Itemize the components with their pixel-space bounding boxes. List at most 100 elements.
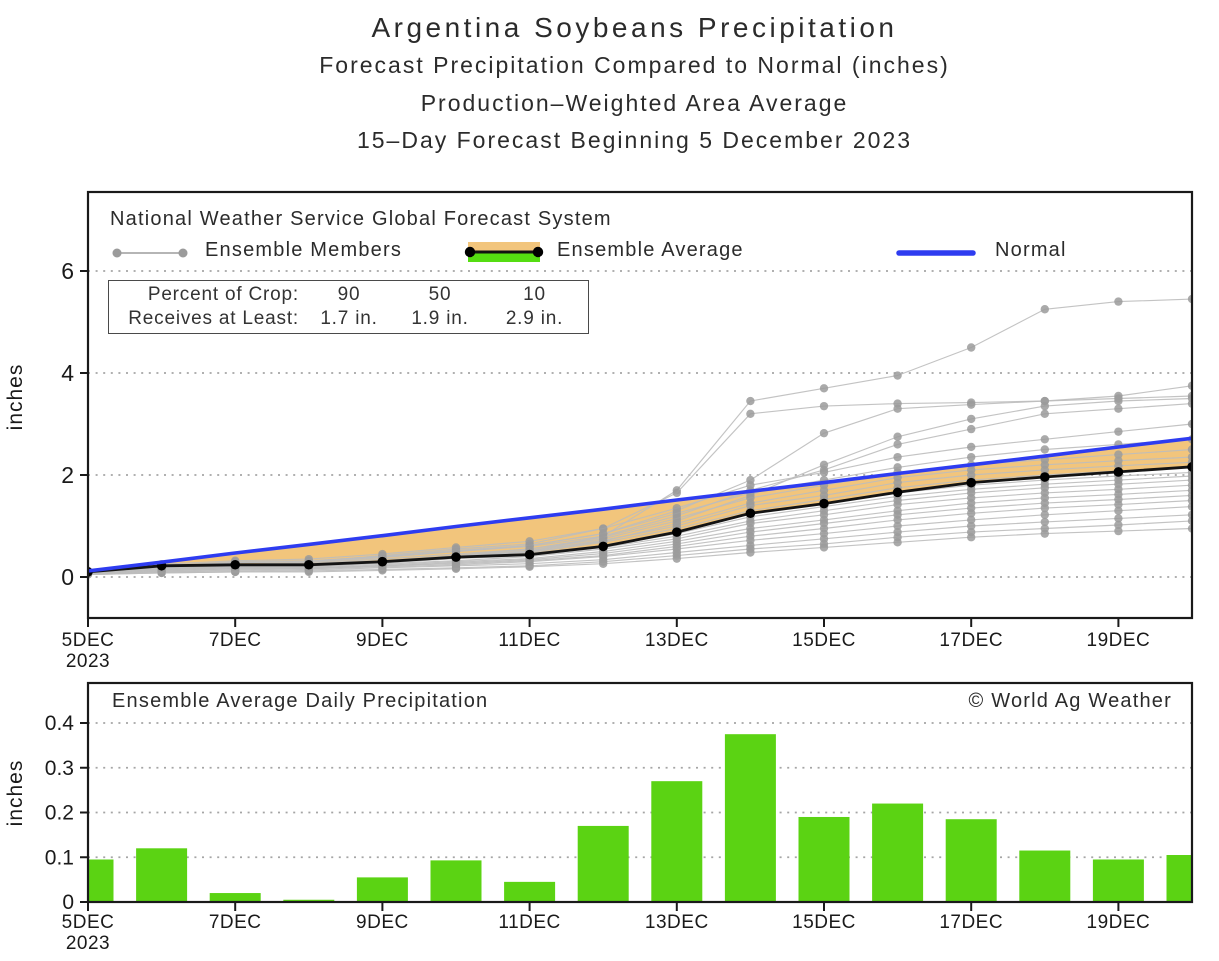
- ensemble-member-line: [88, 506, 1192, 575]
- normal-swatch-icon: [896, 246, 976, 264]
- ensemble-average-marker: [1040, 472, 1050, 482]
- ensemble-member-marker: [967, 424, 976, 434]
- daily-precip-bar: [209, 893, 261, 902]
- ensemble-average-marker: [1187, 462, 1192, 472]
- x-tick-label: 17DEC: [939, 912, 1003, 933]
- x-tick-label: 15DEC: [792, 912, 856, 933]
- subtitle-3: 15–Day Forecast Beginning 5 December 202…: [356, 127, 913, 153]
- x-tick-label: 11DEC: [498, 912, 560, 933]
- ensemble-member-marker: [746, 481, 755, 490]
- ensemble-average-swatch-icon: [463, 240, 545, 269]
- ensemble-member-marker: [819, 543, 829, 552]
- ensemble-member-marker: [1114, 526, 1123, 536]
- daily-precip-bar: [651, 781, 703, 902]
- legend-label-normal: Normal: [995, 239, 1067, 261]
- ensemble-member-marker: [967, 400, 976, 409]
- ensemble-average-marker: [524, 549, 535, 560]
- ensemble-member-line: [88, 438, 1192, 573]
- legend-label-ensemble-members: Ensemble Members: [205, 239, 403, 261]
- crop-pct-50: 50: [428, 284, 452, 305]
- y-tick-label: 0: [62, 891, 74, 914]
- ensemble-member-marker: [1040, 409, 1050, 418]
- x-tick-label: 7DEC: [209, 630, 262, 651]
- y-tick-label: 0.4: [45, 712, 75, 735]
- ensemble-member-marker: [967, 521, 976, 531]
- ensemble-average-marker: [451, 552, 461, 562]
- bottom-chart-frame: [86, 681, 1194, 904]
- crop-pct-90: 90: [337, 284, 361, 305]
- ensemble-members-swatch-icon: [110, 246, 190, 264]
- ensemble-average-marker: [230, 559, 240, 570]
- x-tick-label: 17DEC: [939, 630, 1003, 651]
- y-tick-label: 0.3: [45, 757, 74, 780]
- daily-precip-bar: [945, 819, 997, 902]
- y-tick-label: 0.2: [45, 802, 74, 825]
- daily-precip-bar: [88, 859, 114, 902]
- daily-precip-bar: [136, 848, 188, 902]
- ensemble-member-marker: [1040, 435, 1050, 444]
- ensemble-member-marker: [819, 401, 829, 411]
- daily-precip-bar: [1166, 855, 1192, 902]
- x-tick-label: 15DEC: [792, 630, 856, 651]
- percent-of-crop-box: Percent of Crop: 90 50 10 Receives at Le…: [108, 280, 589, 334]
- ensemble-average-marker: [672, 527, 682, 537]
- x-tick-label: 11DEC: [498, 630, 560, 651]
- ensemble-member-marker: [672, 554, 681, 563]
- ensemble-member-marker: [893, 515, 902, 525]
- ensemble-member-marker: [893, 452, 902, 462]
- ensemble-member-marker: [1040, 517, 1050, 527]
- ensemble-member-marker: [1040, 503, 1050, 513]
- x-tick-year-label: 2023: [66, 933, 110, 954]
- daily-precip-bar: [356, 877, 408, 902]
- bottom-chart-y-axis-label: inches: [4, 760, 27, 827]
- ensemble-average-marker: [892, 487, 903, 498]
- ensemble-member-marker: [157, 568, 166, 578]
- ensemble-member-marker: [893, 432, 902, 441]
- ensemble-member-marker: [1114, 500, 1123, 509]
- ensemble-member-marker: [1114, 297, 1123, 306]
- ensemble-average-marker: [377, 556, 388, 567]
- crop-amt-50: 1.9 in.: [411, 308, 469, 329]
- x-tick-year-label: 2023: [66, 651, 110, 672]
- crop-row2-label: Receives at Least:: [128, 308, 299, 329]
- ensemble-member-marker: [451, 564, 461, 574]
- page-title: Argentina Soybeans Precipitation: [371, 12, 898, 43]
- ensemble-member-marker: [967, 442, 976, 452]
- x-tick-label: 13DEC: [645, 630, 709, 651]
- ensemble-average-marker: [304, 559, 314, 570]
- ensemble-member-marker: [304, 567, 313, 577]
- y-tick-label: 0.1: [45, 846, 74, 869]
- ensemble-member-marker: [967, 452, 976, 462]
- legend-header: National Weather Service Global Forecast…: [110, 208, 612, 230]
- normal-line: [88, 436, 1192, 573]
- daily-precip-bar: [1019, 850, 1071, 902]
- crop-box-row-2: Receives at Least: 1.7 in. 1.9 in. 2.9 i…: [109, 307, 588, 331]
- ensemble-member-marker: [1114, 514, 1123, 523]
- ensemble-member-line: [88, 514, 1192, 575]
- x-tick-label: 9DEC: [356, 630, 409, 651]
- ensemble-average-marker: [966, 477, 976, 488]
- ensemble-member-marker: [746, 396, 755, 406]
- crop-pct-10: 10: [523, 284, 546, 305]
- ensemble-member-marker: [1040, 401, 1050, 411]
- ensemble-member-marker: [819, 384, 829, 393]
- top-chart-frame: [86, 190, 1194, 620]
- ensemble-member-line: [88, 423, 1192, 572]
- ensemble-member-marker: [967, 343, 976, 352]
- daily-precip-bar: [504, 881, 556, 902]
- ensemble-member-marker: [893, 500, 902, 509]
- ensemble-average-marker: [1113, 467, 1124, 477]
- bottom-chart-plot-area: [88, 734, 1192, 902]
- x-tick-label: 9DEC: [356, 912, 409, 933]
- daily-precip-bar: [577, 825, 629, 902]
- ensemble-member-line: [88, 395, 1192, 573]
- crop-box-row-1: Percent of Crop: 90 50 10: [109, 283, 588, 307]
- crop-amt-90: 1.7 in.: [320, 308, 378, 329]
- ensemble-member-marker: [967, 509, 976, 518]
- ensemble-member-marker: [967, 515, 976, 525]
- ensemble-member-line: [88, 527, 1192, 576]
- ensemble-member-marker: [1040, 510, 1050, 519]
- x-tick-label: 5DEC: [62, 630, 115, 651]
